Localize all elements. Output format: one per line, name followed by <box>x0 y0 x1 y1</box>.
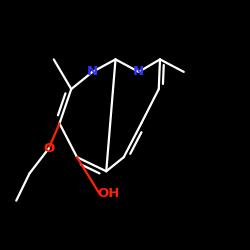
Text: O: O <box>43 142 54 155</box>
Text: N: N <box>87 65 98 78</box>
Text: OH: OH <box>97 187 120 200</box>
Text: N: N <box>133 65 144 78</box>
